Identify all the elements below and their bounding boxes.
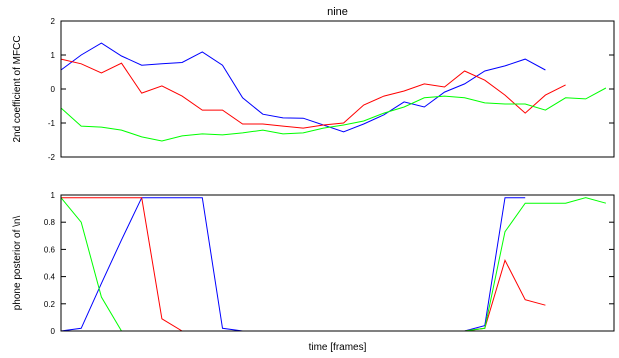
y-tick-label: 2: [51, 17, 56, 26]
y-tick-label: 0: [51, 85, 56, 94]
y-tick-label: -2: [48, 153, 56, 162]
series-line: [60, 42, 546, 133]
series-line: [60, 197, 607, 332]
series-line: [60, 87, 607, 142]
y-tick-label: 0: [51, 327, 56, 336]
y-tick-label: 0.6: [44, 245, 56, 254]
y-tick-label: 1: [51, 51, 56, 60]
y-tick-label: -1: [48, 119, 56, 128]
y-tick-label: 0.8: [44, 218, 56, 227]
y-axis-label: phone posterior of \n\: [12, 216, 23, 311]
chart-title: nine: [327, 6, 348, 18]
axes-box: [60, 20, 615, 158]
y-tick-label: 0.2: [44, 300, 56, 309]
series-line: [61, 197, 546, 332]
series-line: [60, 197, 526, 332]
y-tick-label: 1: [51, 191, 56, 200]
axes-box: [60, 194, 615, 332]
y-tick-label: 0.4: [44, 273, 56, 282]
x-axis-label: time [frames]: [309, 342, 367, 353]
y-axis-label: 2nd coefficient of MFCC: [12, 35, 23, 142]
series-line: [60, 58, 566, 129]
